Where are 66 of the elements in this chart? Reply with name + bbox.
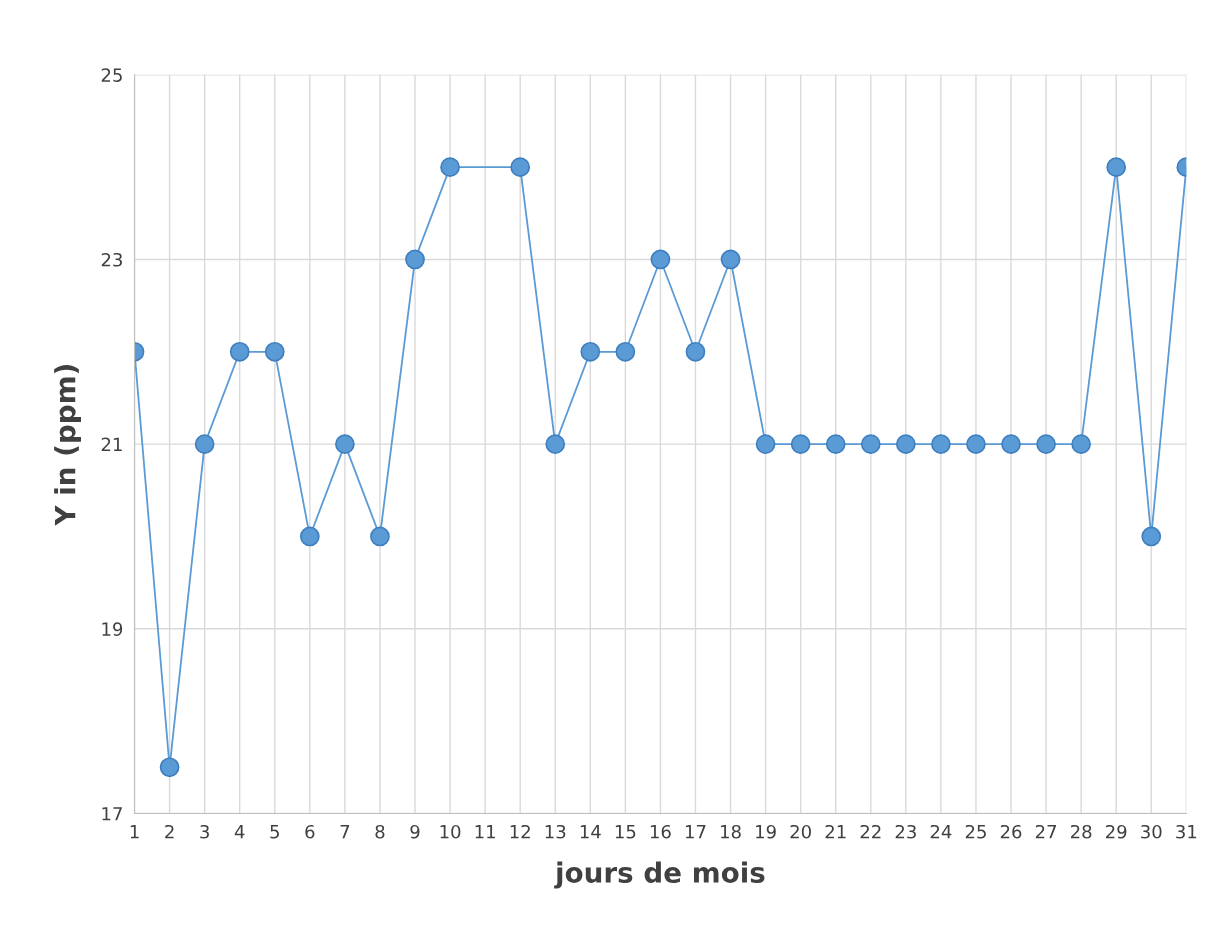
y-tick-label: 25	[101, 68, 122, 82]
point	[159, 757, 180, 778]
x-tick-label: 2	[165, 824, 174, 839]
point	[790, 434, 811, 454]
y-tick-label: 23	[101, 252, 122, 267]
x-tick-label: 12	[510, 824, 530, 839]
x-tick-label: 27	[1035, 824, 1057, 839]
x-tick-label: 15	[615, 825, 636, 839]
point	[720, 249, 741, 270]
point	[580, 341, 601, 362]
x-tick-label: 8	[375, 824, 385, 839]
point	[966, 434, 986, 454]
x-tick-label: 7	[340, 825, 350, 839]
x-tick-label: 21	[825, 824, 846, 839]
point	[229, 341, 250, 362]
y-tick-label: 19	[102, 622, 123, 636]
y-tick-label: 21	[101, 437, 122, 451]
point	[931, 434, 951, 454]
x-tick-label: 4	[234, 825, 245, 839]
x-tick-label: 26	[1000, 824, 1022, 839]
point	[405, 249, 425, 270]
x-tick-label: 20	[790, 824, 811, 839]
x-tick-label: 14	[580, 825, 601, 839]
point	[1106, 157, 1127, 177]
point	[335, 434, 355, 454]
x-tick-label: 23	[895, 824, 916, 839]
x-tick-label: 10	[440, 824, 461, 839]
x-tick-label: 9	[410, 824, 420, 839]
y-axis-title: Y in (ppm)	[54, 365, 81, 526]
x-tick-label: 16	[650, 824, 671, 839]
x-tick-label: 29	[1106, 824, 1127, 839]
point	[440, 157, 460, 177]
x-tick-label: 3	[200, 824, 209, 839]
point	[650, 249, 671, 270]
point	[860, 434, 881, 454]
point	[895, 434, 916, 454]
x-tick-label: 11	[475, 825, 495, 839]
x-tick-label: 22	[860, 824, 881, 839]
point	[1036, 434, 1056, 454]
point	[370, 526, 390, 547]
x-tick-label: 25	[965, 824, 986, 839]
point	[825, 434, 846, 454]
x-tick-label: 24	[930, 824, 952, 839]
point	[545, 434, 566, 454]
point	[194, 434, 215, 454]
x-tick-label: 17	[685, 825, 706, 839]
x-tick-label: 5	[270, 825, 279, 839]
point	[1001, 434, 1021, 454]
point	[1141, 526, 1162, 547]
x-tick-label: 18	[721, 824, 741, 839]
y-tick-label: 17	[102, 807, 122, 821]
point	[615, 341, 636, 362]
x-tick-label: 13	[545, 824, 566, 839]
point	[510, 157, 531, 177]
x-tick-label: 19	[756, 824, 776, 839]
x-tick-label: 6	[305, 824, 315, 839]
x-axis-title: jours de mois	[554, 861, 765, 889]
point	[264, 341, 285, 362]
x-tick-label: 28	[1070, 824, 1092, 839]
x-tick-label: 31	[1176, 824, 1197, 839]
x-tick-label: 30	[1141, 824, 1162, 839]
point	[1071, 434, 1091, 454]
point	[685, 341, 706, 362]
x-tick-label: 1	[130, 825, 139, 839]
point	[299, 526, 320, 547]
point	[755, 434, 776, 454]
